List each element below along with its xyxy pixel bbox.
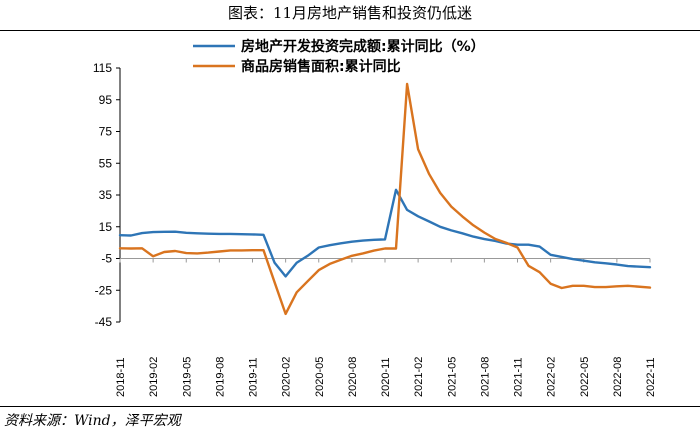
y-tick-label: -45: [95, 315, 113, 329]
x-tick-label: 2020-02: [281, 357, 293, 397]
y-tick-label: 115: [93, 61, 112, 75]
axes: 115 95 75 55 35 15 -5 -25 -45 2018-11 2019-02 2019-…: [93, 61, 657, 397]
x-tick-label: 2021-02: [413, 357, 425, 397]
x-tick-label: 2022-11: [645, 357, 657, 397]
chart-title: 图表：11月房地产销售和投资仍低迷: [227, 4, 473, 22]
y-tick-label: -25: [95, 283, 113, 297]
x-tick-label: 2020-05: [314, 357, 326, 397]
y-tick-label: 15: [99, 220, 113, 234]
source-divider: [0, 406, 700, 407]
x-tick-label: 2020-08: [347, 357, 359, 397]
x-tick-label: 2018-11: [115, 357, 127, 397]
legend: 房地产开发投资完成额:累计同比（%） 商品房销售面积:累计同比: [193, 38, 485, 75]
y-tick-label: 95: [99, 93, 113, 107]
series-layer: [118, 82, 652, 316]
source-note: 资料来源：Wind，泽平宏观: [4, 413, 181, 429]
chart-canvas: 房地产开发投资完成额:累计同比（%） 商品房销售面积:累计同比 115 95 75 55…: [93, 38, 657, 397]
y-tick-label: 55: [99, 156, 113, 170]
y-tick-label: -5: [101, 252, 112, 266]
x-tick-label: 2021-08: [479, 357, 491, 397]
x-tick-label: 2019-11: [248, 357, 260, 397]
legend-label: 房地产开发投资完成额:累计同比（%）: [241, 38, 485, 55]
x-tick-label: 2019-02: [148, 357, 160, 397]
series-line-sales-area: [118, 82, 652, 316]
x-tick-label: 2021-11: [513, 357, 525, 397]
x-tick-label: 2021-05: [446, 357, 458, 397]
x-tick-label: 2019-05: [181, 357, 193, 397]
x-tick-label: 2020-11: [380, 357, 392, 397]
x-tick-label: 2019-08: [214, 357, 226, 397]
title-divider: [0, 30, 700, 31]
y-tick-label: 35: [99, 188, 113, 202]
x-tick-label: 2022-08: [612, 357, 624, 397]
series-line-investment: [118, 188, 652, 278]
y-tick-label: 75: [99, 125, 113, 139]
legend-label: 商品房销售面积:累计同比: [241, 58, 401, 75]
x-tick-label: 2022-05: [579, 357, 591, 397]
x-tick-label: 2022-02: [546, 357, 558, 397]
